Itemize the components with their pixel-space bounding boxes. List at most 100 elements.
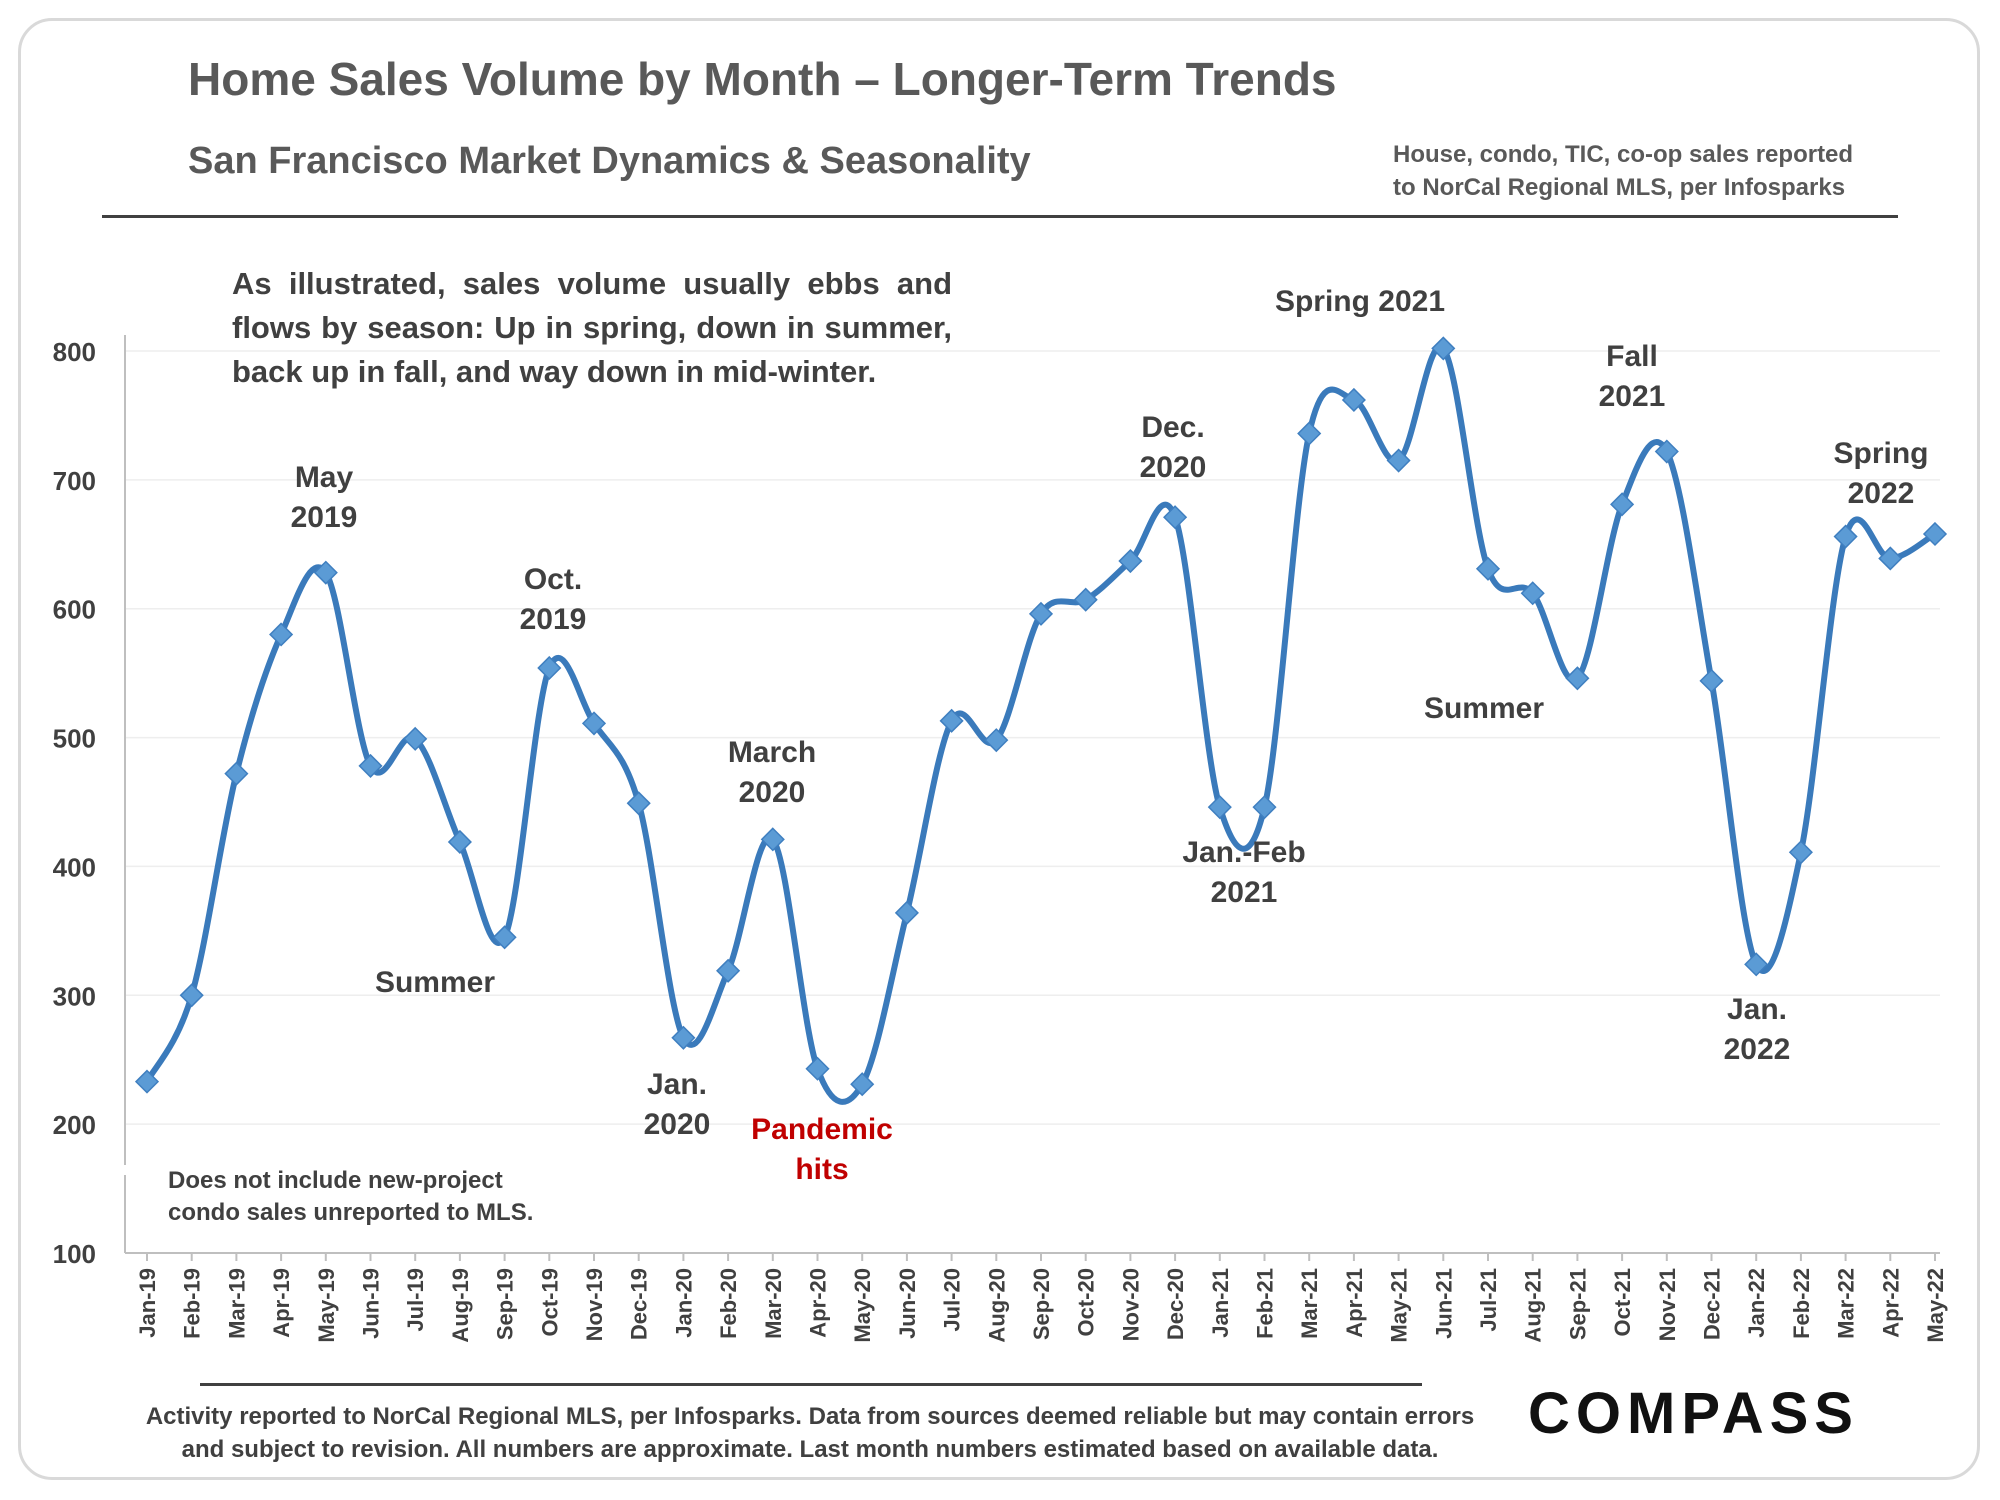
compass-logo: COMPASS — [1528, 1381, 1859, 1446]
footer-disclaimer: Activity reported to NorCal Regional MLS… — [120, 1400, 1500, 1466]
annotation-line: 2022 — [1848, 477, 1915, 510]
exclusion-note-line: Does not include new-project — [168, 1167, 503, 1194]
x-tick-label: Feb-20 — [716, 1268, 741, 1339]
data-point-marker — [1073, 587, 1098, 612]
x-tick-label: Aug-21 — [1521, 1268, 1546, 1343]
x-tick-label: May-19 — [314, 1268, 339, 1343]
data-point-marker — [984, 728, 1009, 753]
data-point-marker — [403, 726, 428, 751]
x-tick-label: Nov-21 — [1655, 1268, 1680, 1341]
annotation-label: Spring 2022 — [1834, 437, 1929, 510]
annotation-line: Summer — [1424, 692, 1544, 725]
y-tick-label: 400 — [53, 852, 96, 882]
x-tick-label: May-20 — [850, 1268, 875, 1343]
data-point-marker — [671, 1025, 696, 1050]
footer-line: and subject to revision. All numbers are… — [181, 1436, 1439, 1463]
x-tick-label: Jan-22 — [1744, 1268, 1769, 1338]
data-point-marker — [894, 900, 919, 925]
annotation-label: May 2019 — [291, 461, 358, 534]
data-point-marker — [1610, 492, 1635, 517]
x-tick-label: Feb-19 — [180, 1268, 205, 1339]
data-point-marker — [1118, 548, 1143, 574]
data-point-marker — [1833, 524, 1858, 549]
chart-title: Home Sales Volume by Month – Longer-Term… — [188, 53, 1337, 105]
data-point-marker — [760, 827, 785, 852]
x-tick-label: Dec-20 — [1163, 1268, 1188, 1340]
x-tick-label: Jul-21 — [1476, 1268, 1501, 1332]
annotation-line: Dec. — [1141, 411, 1204, 444]
x-tick-label: Aug-20 — [984, 1268, 1009, 1343]
x-tick-label: Jan-20 — [671, 1268, 696, 1338]
chart-frame — [18, 18, 1980, 1480]
data-point-marker — [939, 708, 964, 733]
data-point-marker — [1207, 795, 1232, 820]
x-tick-label: Nov-19 — [582, 1268, 607, 1341]
data-point-marker — [1252, 795, 1277, 820]
x-tick-label: Feb-21 — [1253, 1268, 1278, 1339]
data-point-marker — [313, 560, 338, 585]
footer-line: Activity reported to NorCal Regional MLS… — [145, 1403, 1475, 1430]
x-tick-label: Mar-21 — [1297, 1268, 1322, 1339]
grid-layer — [125, 350, 1940, 1125]
x-tick-label: Jul-19 — [403, 1268, 428, 1332]
y-tick-label: 500 — [53, 724, 96, 754]
annotation-line: 2021 — [1599, 380, 1666, 413]
x-tick-label: Mar-20 — [761, 1268, 786, 1339]
annotation-label: Dec. 2020 — [1140, 411, 1207, 484]
exclusion-note: Does not include new-project condo sales… — [168, 1165, 533, 1229]
y-tick-label: 800 — [53, 337, 96, 367]
data-point-marker — [1565, 666, 1590, 691]
annotation-label: Pandemic hits — [751, 1113, 893, 1186]
annotation-line: Summer — [375, 966, 495, 999]
data-point-marker — [1163, 505, 1188, 530]
data-point-marker — [1744, 952, 1769, 977]
annotation-line: 2019 — [520, 603, 587, 636]
data-point-marker — [447, 829, 472, 855]
marker-layer — [134, 336, 1948, 1097]
annotation-line: Fall — [1606, 340, 1658, 373]
data-point-marker — [805, 1056, 830, 1081]
exclusion-note-line: condo sales unreported to MLS. — [168, 1199, 534, 1226]
y-tick-label: 300 — [53, 981, 96, 1011]
annotation-label: Summer — [375, 966, 495, 999]
source-note-line: to NorCal Regional MLS, per Infosparks — [1393, 174, 1846, 201]
annotation-line: May — [295, 461, 354, 494]
x-tick-label: Aug-19 — [448, 1268, 473, 1343]
annotation-line: Jan.-Feb — [1182, 836, 1305, 869]
annotation-line: hits — [795, 1153, 848, 1186]
x-tick-label: Sep-21 — [1565, 1268, 1590, 1340]
annotation-label: Jan. 2020 — [644, 1068, 711, 1141]
data-point-marker — [626, 791, 651, 816]
data-point-marker — [581, 711, 607, 736]
x-tick-label: Jun-20 — [895, 1268, 920, 1339]
x-tick-label: May-22 — [1923, 1268, 1948, 1343]
y-tick-label: 200 — [53, 1110, 96, 1140]
x-tick-label: Feb-22 — [1789, 1268, 1814, 1339]
x-tick-label: Jul-20 — [940, 1268, 965, 1332]
x-tick-label: Sep-19 — [493, 1268, 518, 1340]
annotation-label: Jan. 2022 — [1724, 993, 1791, 1066]
annotation-layer: May 2019 Summer Oct. 2019 Jan. 2020 March 2020 Pa… — [291, 285, 1929, 1186]
data-point-marker — [1922, 521, 1948, 547]
y-tick-label: 100 — [53, 1239, 96, 1269]
x-tick-label: Apr-19 — [269, 1268, 294, 1338]
data-point-marker — [1520, 581, 1545, 606]
x-tick-label: Jun-19 — [359, 1268, 384, 1339]
data-point-marker — [716, 958, 741, 983]
annotation-line: Spring — [1834, 437, 1929, 470]
annotation-line: Pandemic — [751, 1113, 893, 1146]
data-point-marker — [358, 753, 383, 778]
sales-volume-chart: 100 200 300 400 500 600 700 800 Jan-19 Feb-19 Mar-… — [53, 285, 1948, 1343]
data-point-marker — [224, 761, 249, 786]
annotation-label: Jan.-Feb 2021 — [1182, 836, 1305, 909]
annotation-line: Jan. — [1727, 993, 1787, 1026]
annotation-label: March 2020 — [728, 736, 816, 809]
annotation-line: 2020 — [1140, 451, 1207, 484]
data-point-marker — [1297, 421, 1322, 446]
data-point-marker — [1878, 546, 1903, 571]
axis-layer: 100 200 300 400 500 600 700 800 Jan-19 Feb-19 Mar-… — [53, 335, 1948, 1343]
x-tick-label: Nov-20 — [1118, 1268, 1143, 1341]
x-tick-label: Jan-19 — [135, 1268, 160, 1338]
intro-text: As illustrated, sales volume usually ebb… — [232, 266, 952, 389]
chart-subtitle: San Francisco Market Dynamics & Seasonal… — [188, 140, 1031, 182]
